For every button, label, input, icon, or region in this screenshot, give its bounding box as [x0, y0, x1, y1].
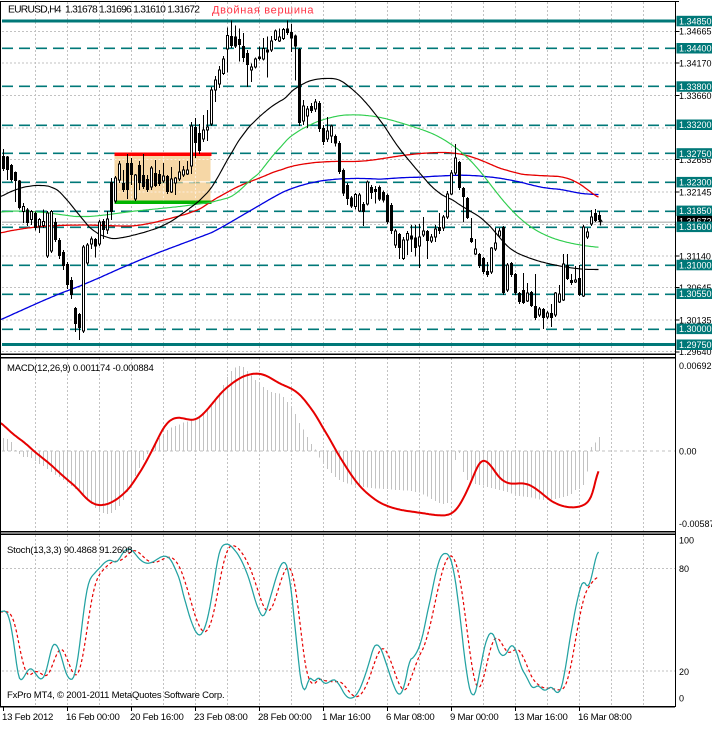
svg-text:1.31850: 1.31850: [679, 206, 712, 216]
svg-text:1.34850: 1.34850: [679, 16, 712, 26]
svg-text:1.32750: 1.32750: [679, 149, 712, 159]
svg-text:100: 100: [679, 536, 694, 546]
svg-text:1.34665: 1.34665: [679, 27, 712, 37]
svg-text:1.32145: 1.32145: [679, 187, 712, 197]
svg-text:1.30550: 1.30550: [679, 289, 712, 299]
svg-text:80: 80: [679, 564, 689, 574]
svg-text:6 Mar 08:00: 6 Mar 08:00: [386, 712, 434, 723]
svg-text:Stoch(13,3,3) 90.4868 91.2608: Stoch(13,3,3) 90.4868 91.2608: [7, 545, 132, 556]
svg-text:1 Mar 16:00: 1 Mar 16:00: [322, 712, 370, 723]
svg-text:20: 20: [679, 667, 689, 677]
svg-text:1.34170: 1.34170: [679, 58, 712, 68]
svg-text:EURUSD,H4 1.31678 1.31696 1.3: EURUSD,H4 1.31678 1.31696 1.31610 1.3167…: [8, 5, 200, 16]
svg-text:16 Feb 00:00: 16 Feb 00:00: [66, 712, 120, 723]
svg-text:28 Feb 00:00: 28 Feb 00:00: [258, 712, 312, 723]
svg-text:0.00692: 0.00692: [679, 361, 712, 371]
svg-text:Двойная вершина: Двойная вершина: [212, 5, 314, 17]
svg-text:1.34400: 1.34400: [679, 44, 712, 54]
svg-text:0: 0: [679, 693, 684, 703]
svg-text:1.31600: 1.31600: [679, 222, 712, 232]
svg-text:13 Mar 16:00: 13 Mar 16:00: [514, 712, 568, 723]
svg-text:1.33660: 1.33660: [679, 91, 712, 101]
svg-text:9 Mar 00:00: 9 Mar 00:00: [450, 712, 498, 723]
svg-text:-0.00587: -0.00587: [679, 519, 712, 529]
svg-text:MACD(12,26,9) 0.001174 -0.0008: MACD(12,26,9) 0.001174 -0.000884: [7, 363, 154, 374]
svg-text:FxPro MT4, © 2001-2011 MetaQuo: FxPro MT4, © 2001-2011 MetaQuotes Softwa…: [7, 690, 224, 701]
svg-text:23 Feb 08:00: 23 Feb 08:00: [194, 712, 248, 723]
svg-text:1.31000: 1.31000: [679, 260, 712, 270]
svg-text:1.30000: 1.30000: [679, 324, 712, 334]
svg-text:1.33800: 1.33800: [679, 82, 712, 92]
svg-text:1.32300: 1.32300: [679, 178, 712, 188]
svg-text:13 Feb 2012: 13 Feb 2012: [2, 712, 53, 723]
svg-text:1.29750: 1.29750: [679, 340, 712, 350]
svg-text:20 Feb 16:00: 20 Feb 16:00: [130, 712, 184, 723]
svg-text:1.33200: 1.33200: [679, 120, 712, 130]
svg-text:16 Mar 08:00: 16 Mar 08:00: [578, 712, 632, 723]
svg-text:0.00: 0.00: [679, 446, 697, 456]
